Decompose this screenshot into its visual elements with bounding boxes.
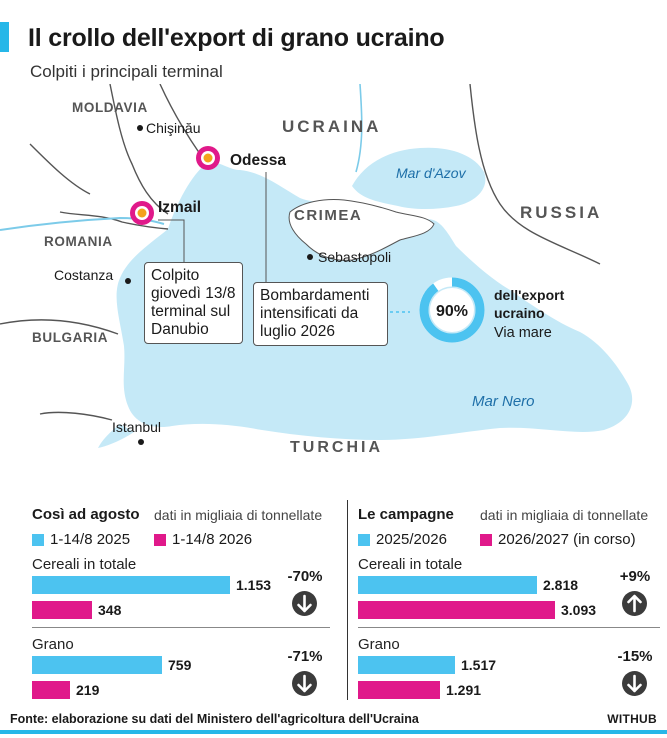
footer: Fonte: elaborazione su dati del Minister… xyxy=(0,712,667,738)
change-label: -15% xyxy=(617,648,653,665)
bar-value-label: 219 xyxy=(76,682,100,698)
bar-value-label: 1.291 xyxy=(446,682,482,698)
bar xyxy=(358,601,555,619)
legend-swatch-a xyxy=(358,533,370,546)
crimea-shape xyxy=(288,199,435,261)
label-costanza: Costanza xyxy=(54,267,113,283)
bosphorus-shape xyxy=(98,424,134,448)
category-label: Grano xyxy=(32,636,74,653)
izmail-impact-icon xyxy=(130,201,154,225)
category-label: Grano xyxy=(358,636,400,653)
donut-arc xyxy=(419,277,485,343)
arrow-down-icon xyxy=(292,671,317,696)
row-separator xyxy=(32,627,330,628)
label-chisinau: Chişinău xyxy=(146,120,200,136)
category-label: Cereali in totale xyxy=(358,556,463,573)
label-istanbul: Istanbul xyxy=(112,419,161,435)
label-odessa: Odessa xyxy=(230,152,286,169)
bar-value-label: 759 xyxy=(168,657,192,673)
legend-swatch-b xyxy=(154,533,166,546)
bar-value-label: 1.517 xyxy=(461,657,497,673)
izmail-callout: Colpito giovedì 13/8 terminal sul Danubi… xyxy=(144,262,243,344)
row-separator xyxy=(358,627,660,628)
panel-campagne-note: dati in migliaia di tonnellate xyxy=(480,507,649,523)
odessa-callout: Bombardamenti intensificati da luglio 20… xyxy=(253,282,388,346)
sebastopoli-dot xyxy=(307,254,313,260)
legend-agosto-b: 1-14/8 2026 xyxy=(154,531,252,548)
donut-hole xyxy=(430,288,474,332)
change-label: +9% xyxy=(619,568,651,585)
legend-agosto-a: 1-14/8 2025 xyxy=(32,531,130,548)
bar xyxy=(32,681,70,699)
page-subtitle: Colpiti i principali terminal xyxy=(30,62,223,81)
label-bulgaria: BULGARIA xyxy=(32,330,108,345)
odessa-impact-icon xyxy=(196,146,220,170)
bar xyxy=(358,576,537,594)
legend-swatch-b xyxy=(480,533,492,546)
istanbul-dot xyxy=(138,439,144,445)
title-accent-bar xyxy=(0,22,9,52)
bar xyxy=(32,601,92,619)
label-romania: ROMANIA xyxy=(44,234,113,249)
arrow-up-icon xyxy=(622,591,647,616)
share-label-line2: ucraino xyxy=(494,305,545,321)
legend-agosto-b-label: 1-14/8 2026 xyxy=(172,531,253,548)
odessa-callout-text: Bombardamenti intensificati da luglio 20… xyxy=(260,287,370,340)
bar xyxy=(32,656,162,674)
bar xyxy=(358,656,455,674)
sea-of-azov-shape xyxy=(352,147,486,209)
change-label: -71% xyxy=(287,648,323,665)
export-share-donut: 90% xyxy=(419,277,485,343)
legend-campagne-b: 2026/2027 (in corso) xyxy=(480,531,636,548)
label-turchia: TURCHIA xyxy=(290,439,383,456)
legend-swatch-a xyxy=(32,533,44,546)
costanza-dot xyxy=(125,278,131,284)
legend-campagne-a: 2025/2026 xyxy=(358,531,447,548)
bar xyxy=(32,576,230,594)
bar-value-label: 1.153 xyxy=(236,577,272,593)
chisinau-dot xyxy=(137,125,143,131)
dnieper-river xyxy=(355,84,363,173)
label-sebastopoli: Sebastopoli xyxy=(318,249,391,265)
label-mar-nero: Mar Nero xyxy=(472,393,535,410)
bar-value-label: 2.818 xyxy=(543,577,579,593)
share-label-line1: dell'export xyxy=(494,287,565,303)
page-title: Il crollo dell'export di grano ucraino xyxy=(28,24,445,52)
source-note: Fonte: elaborazione su dati del Minister… xyxy=(10,712,419,726)
label-moldavia: MOLDAVIA xyxy=(72,100,148,115)
izmail-callout-leader xyxy=(158,219,185,262)
label-ucraina: UCRAINA xyxy=(282,117,381,136)
arrow-down-icon xyxy=(622,671,647,696)
bar-value-label: 3.093 xyxy=(561,602,597,618)
country-borders xyxy=(0,84,601,421)
panel-divider xyxy=(347,500,348,700)
arrow-down-icon xyxy=(292,591,317,616)
panel-campagne-title: Le campagne xyxy=(358,506,454,523)
izmail-callout-text: Colpito giovedì 13/8 terminal sul Danubi… xyxy=(151,267,236,338)
label-crimea: CRIMEA xyxy=(294,207,362,224)
legend-campagne-b-label: 2026/2027 (in corso) xyxy=(498,531,636,548)
share-label-line3: Via mare xyxy=(494,325,552,341)
panel-agosto: Così ad agosto dati in migliaia di tonne… xyxy=(0,500,345,712)
panel-agosto-note: dati in migliaia di tonnellate xyxy=(154,507,323,523)
brand-logo: WITHUB xyxy=(607,712,657,726)
legend-agosto-a-label: 1-14/8 2025 xyxy=(50,531,131,548)
panel-campagne: Le campagne dati in migliaia di tonnella… xyxy=(350,500,667,712)
legend-campagne-a-label: 2025/2026 xyxy=(376,531,447,548)
label-izmail: Izmail xyxy=(158,199,201,216)
bar xyxy=(358,681,440,699)
donut-value-label: 90% xyxy=(436,303,468,320)
label-mar-azov: Mar d'Azov xyxy=(396,165,467,181)
panel-agosto-title: Così ad agosto xyxy=(32,506,140,523)
label-russia: RUSSIA xyxy=(520,203,602,222)
change-label: -70% xyxy=(287,568,323,585)
category-label: Cereali in totale xyxy=(32,556,137,573)
footer-accent-line xyxy=(0,730,667,734)
bar-value-label: 348 xyxy=(98,602,122,618)
